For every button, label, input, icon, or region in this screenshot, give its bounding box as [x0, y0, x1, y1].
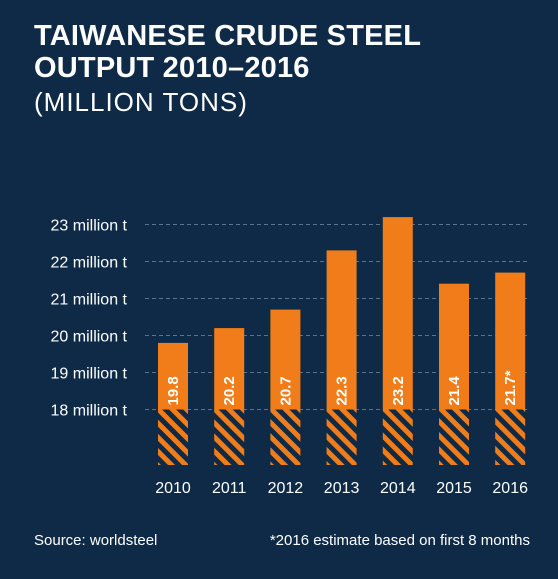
bar-hatch-2016: [495, 409, 526, 465]
bar-hatch-2014: [382, 409, 413, 465]
bar-hatch-2013: [326, 409, 357, 465]
y-tick-label-19: 19 million t: [51, 366, 128, 383]
x-tick-label-2010: 2010: [155, 480, 191, 497]
bar-2015: [439, 283, 469, 410]
chart-subtitle: (MILLION TONS): [34, 87, 248, 117]
data-label-2012: 20.7: [277, 376, 294, 405]
bar-2014: [382, 217, 413, 410]
bar-hatch-2015: [439, 409, 469, 465]
y-tick-label-23: 23 million t: [51, 218, 128, 235]
bar-hatch-2010: [158, 409, 188, 465]
bar-2016: [495, 272, 526, 410]
bar-2013: [326, 250, 357, 410]
y-tick-label-18: 18 million t: [51, 403, 128, 420]
bar-2011: [214, 328, 245, 410]
footnote: *2016 estimate based on first 8 months: [270, 532, 530, 549]
data-label-2011: 20.2: [221, 376, 238, 405]
data-label-2014: 23.2: [390, 376, 407, 405]
x-tick-label-2011: 2011: [212, 480, 247, 497]
title-line-2: OUTPUT 2010–2016: [34, 52, 310, 84]
source-note: Source: worldsteel: [34, 532, 157, 549]
x-tick-label-2012: 2012: [268, 480, 304, 497]
data-label-2016: 21.7*: [502, 370, 519, 405]
chart-title: TAIWANESE CRUDE STEEL OUTPUT 2010–2016: [34, 20, 534, 84]
data-label-2015: 21.4: [446, 376, 463, 406]
x-tick-label-2014: 2014: [380, 480, 416, 497]
data-label-2013: 22.3: [334, 376, 351, 405]
bar-hatch-2012: [270, 409, 301, 465]
title-line-1: TAIWANESE CRUDE STEEL: [34, 20, 422, 52]
y-tick-label-21: 21 million t: [51, 292, 128, 309]
bar-2012: [270, 309, 301, 410]
x-tick-label-2015: 2015: [436, 480, 472, 497]
x-tick-label-2013: 2013: [324, 480, 360, 497]
bar-2010: [158, 342, 188, 410]
x-tick-label-2016: 2016: [492, 480, 528, 497]
bar-hatch-2011: [214, 409, 245, 465]
data-label-2010: 19.8: [165, 376, 182, 405]
y-tick-label-22: 22 million t: [51, 255, 128, 272]
y-tick-label-20: 20 million t: [51, 329, 128, 346]
